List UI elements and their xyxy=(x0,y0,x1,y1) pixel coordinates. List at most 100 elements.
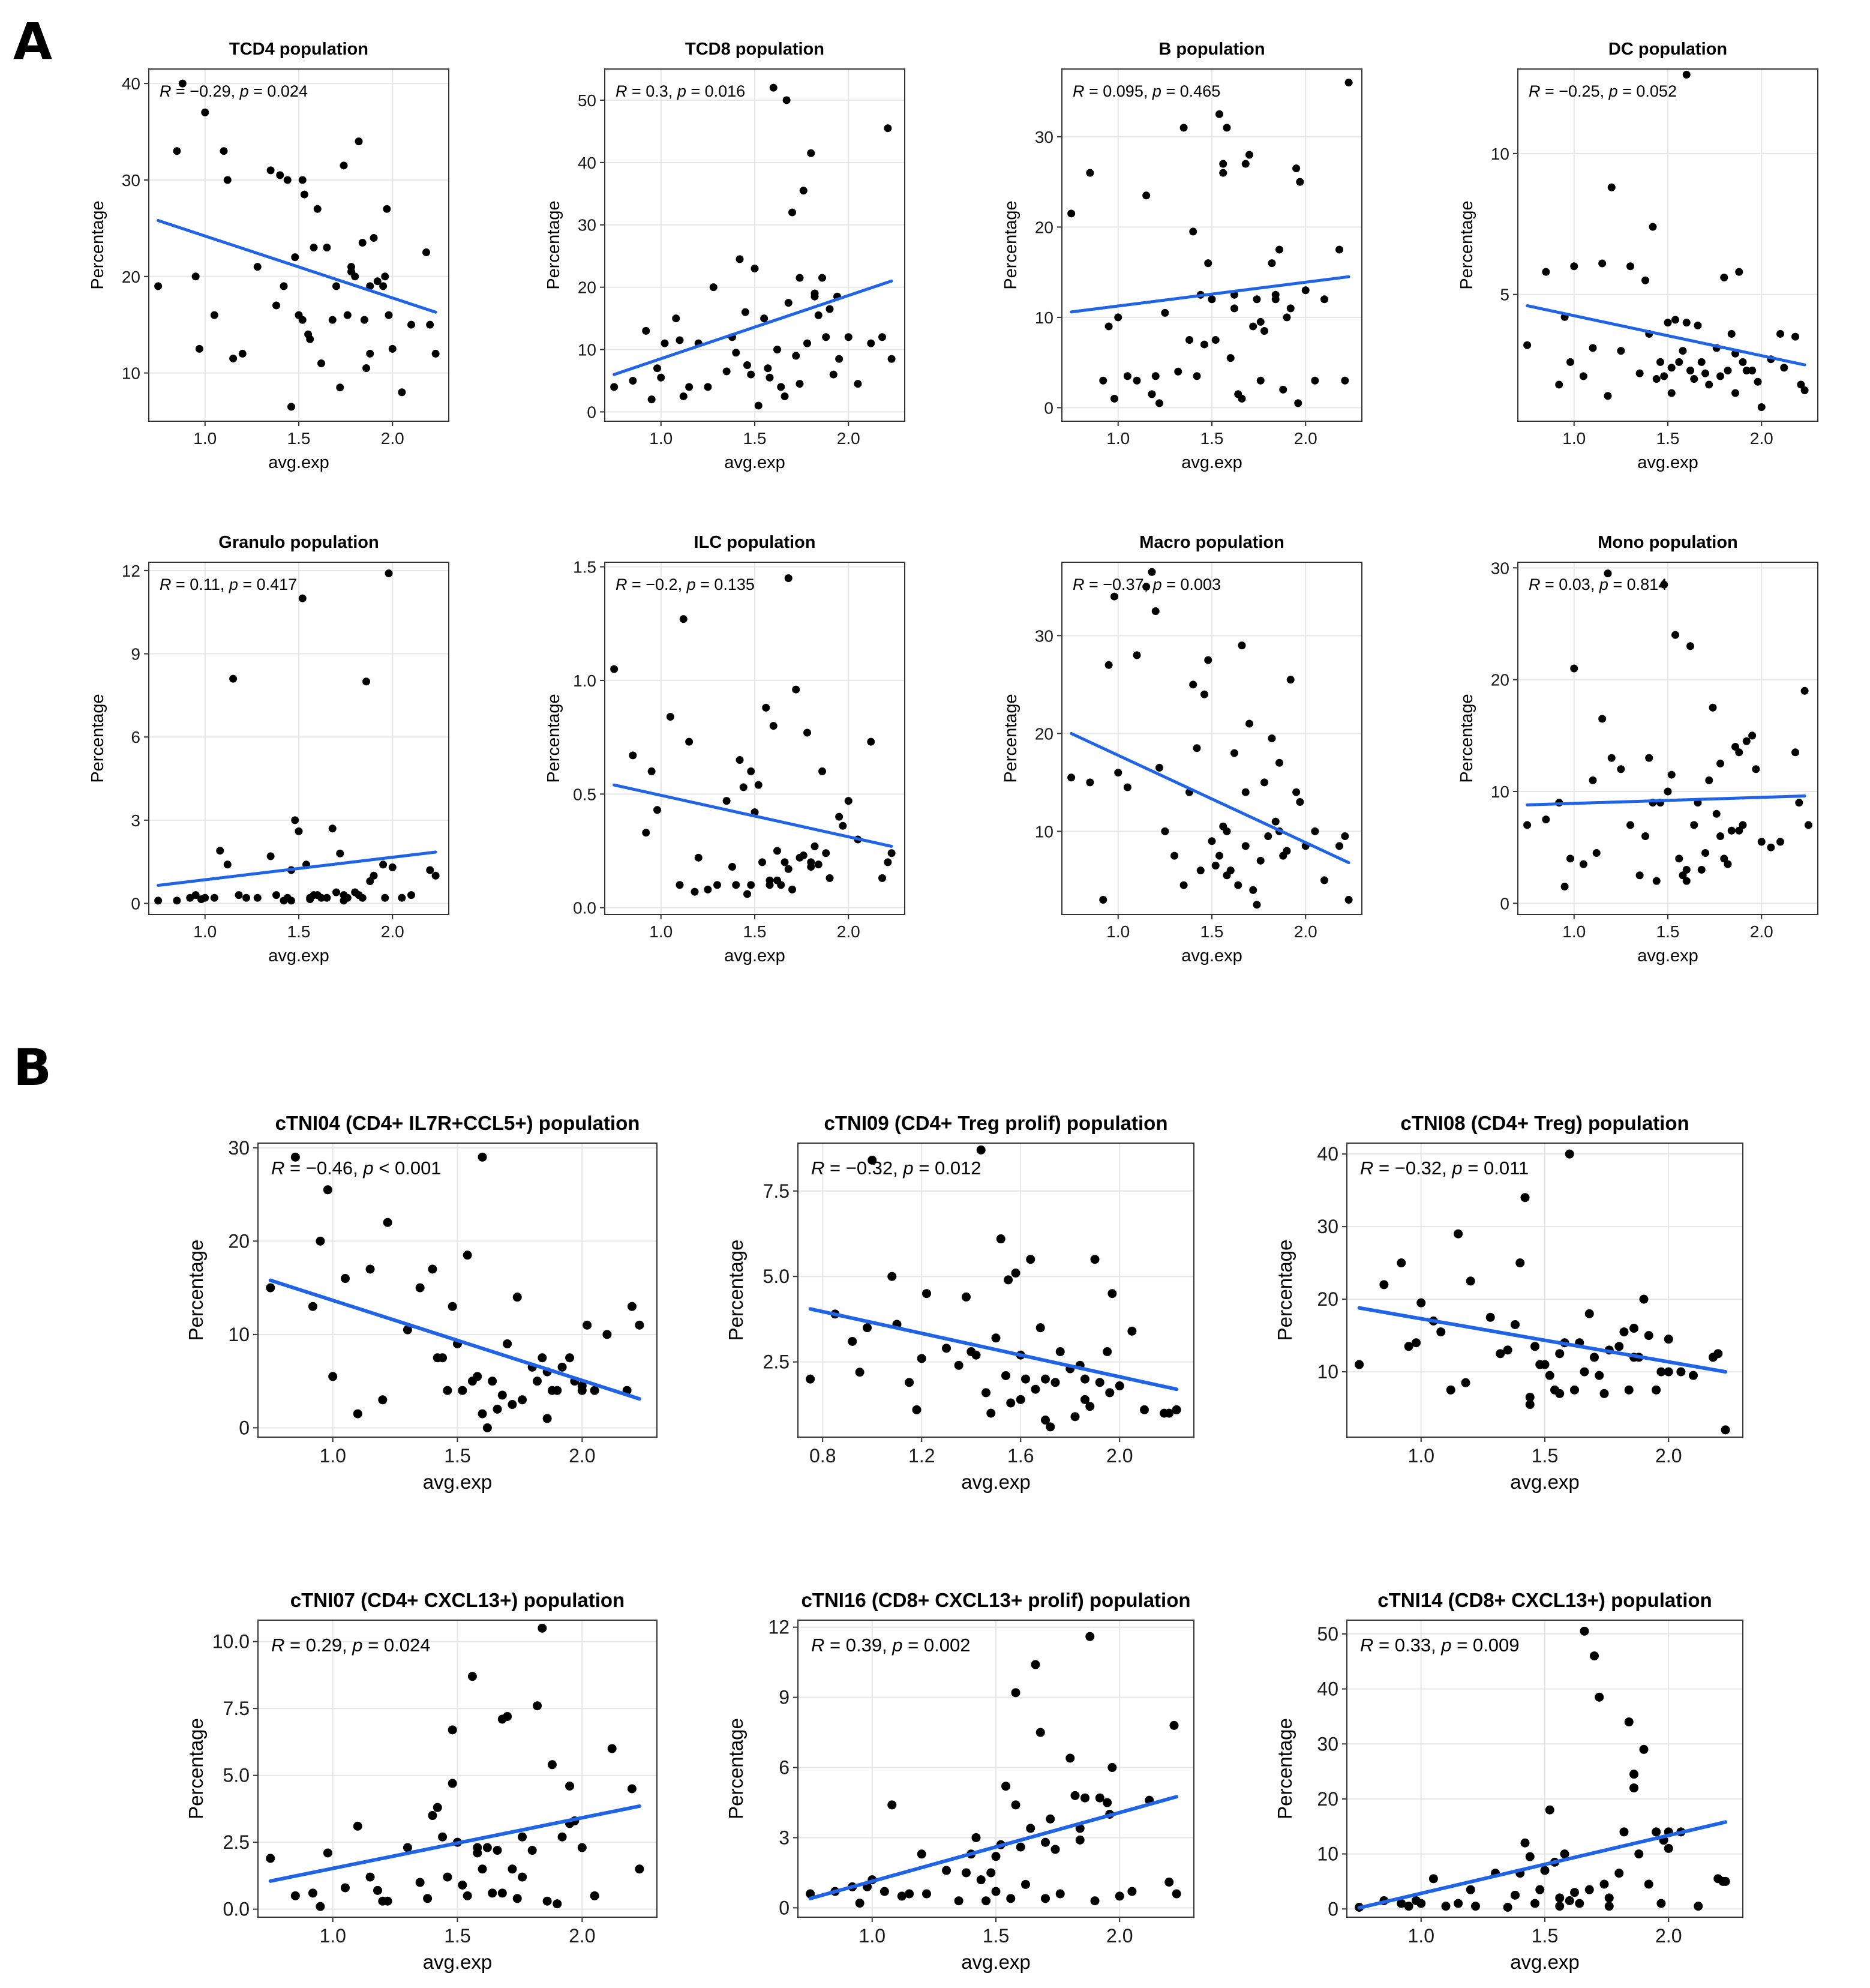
chart-title: Mono population xyxy=(1598,533,1738,552)
x-tick-label: 1.5 xyxy=(1200,922,1224,941)
data-point xyxy=(533,1701,542,1711)
data-point xyxy=(1344,79,1353,87)
data-point xyxy=(431,871,440,880)
x-axis-label: avg.exp xyxy=(724,453,785,472)
data-point xyxy=(1260,778,1268,787)
data-point xyxy=(747,767,755,775)
annotation-part: R xyxy=(1073,575,1085,593)
data-point xyxy=(355,137,363,146)
data-point xyxy=(1667,770,1676,779)
data-point xyxy=(1604,1893,1614,1903)
data-point xyxy=(512,1293,522,1302)
data-point xyxy=(423,1894,433,1903)
annotation-part: R xyxy=(1529,575,1541,593)
x-tick-label: 2.0 xyxy=(1294,922,1317,941)
y-tick-label: 6 xyxy=(779,1757,790,1779)
data-point xyxy=(722,367,731,376)
data-point xyxy=(328,316,337,324)
annotation-part: = −0.25, xyxy=(1541,82,1609,100)
data-point xyxy=(1296,797,1304,806)
data-point xyxy=(1635,369,1644,377)
x-tick-label: 1.5 xyxy=(743,429,767,448)
annotation-part: = 0.11, xyxy=(172,575,229,593)
data-point xyxy=(1095,1793,1104,1803)
data-point xyxy=(784,865,793,873)
data-point xyxy=(991,1333,1001,1343)
data-point xyxy=(803,339,811,347)
data-point xyxy=(1211,861,1220,869)
data-point xyxy=(642,829,650,837)
chart-b-population: 1.0 1.5 2.0 0 10 20 30 B population avg.exp Perce… xyxy=(1001,40,1362,472)
data-point xyxy=(1686,366,1694,374)
data-point xyxy=(1189,680,1197,689)
data-point xyxy=(1344,896,1353,904)
data-point xyxy=(253,263,262,271)
x-axis-label: avg.exp xyxy=(1637,453,1698,472)
data-point xyxy=(428,1811,437,1821)
data-point xyxy=(1690,375,1698,383)
data-point xyxy=(154,282,163,290)
y-tick-label: 0.0 xyxy=(573,899,596,917)
data-point xyxy=(323,1185,332,1195)
data-point xyxy=(1080,1793,1089,1803)
data-point xyxy=(1226,866,1235,875)
data-point xyxy=(178,79,187,88)
correlation-annotation: R = −0.46, p < 0.001 xyxy=(271,1158,442,1179)
data-point xyxy=(488,1377,497,1386)
y-tick-label: 9 xyxy=(131,645,140,664)
data-point xyxy=(201,893,209,902)
annotation-part: p xyxy=(1152,575,1162,593)
data-point xyxy=(1614,1869,1624,1878)
data-point xyxy=(647,767,656,775)
data-point xyxy=(1716,832,1724,841)
data-point xyxy=(343,311,352,319)
data-point xyxy=(328,824,337,833)
annotation-part: p xyxy=(677,82,686,100)
y-tick-label: 30 xyxy=(1317,1216,1338,1237)
data-point xyxy=(1742,366,1751,374)
data-point xyxy=(488,1888,497,1898)
data-point xyxy=(547,1760,557,1770)
data-point xyxy=(1086,778,1094,787)
data-point xyxy=(685,383,694,391)
data-point xyxy=(1264,832,1272,841)
chart-dc-population: 1.0 1.5 2.0 5 10 DC population avg.exp Percenta… xyxy=(1457,40,1818,472)
data-point xyxy=(657,373,665,382)
data-point xyxy=(458,1386,467,1395)
data-point xyxy=(887,1272,897,1281)
data-point xyxy=(366,877,374,886)
data-point xyxy=(1496,1349,1505,1359)
data-point xyxy=(981,1388,990,1398)
data-point xyxy=(415,1878,425,1887)
data-point xyxy=(1644,1331,1653,1341)
data-point xyxy=(1292,164,1301,173)
data-point xyxy=(290,1152,300,1162)
x-tick-label: 1.0 xyxy=(859,1925,886,1947)
data-point xyxy=(1286,676,1295,684)
data-point xyxy=(777,383,785,391)
data-point xyxy=(1179,124,1188,132)
annotation-part: = 0.814 xyxy=(1608,575,1667,593)
annotation-part: = 0.29, xyxy=(284,1635,352,1656)
x-tick-label: 2.0 xyxy=(1655,1925,1682,1947)
data-point xyxy=(1085,1632,1095,1641)
regression-line xyxy=(1070,731,1350,865)
data-point xyxy=(229,674,238,683)
x-axis-label: avg.exp xyxy=(423,1471,493,1493)
data-point xyxy=(1080,1395,1089,1404)
data-point xyxy=(1580,1367,1589,1377)
plot-border xyxy=(797,1143,1194,1438)
data-point xyxy=(1804,821,1812,829)
data-point xyxy=(308,1302,317,1311)
y-tick-label: 30 xyxy=(228,1137,250,1159)
data-point xyxy=(766,373,774,382)
data-point xyxy=(627,1784,637,1794)
data-point xyxy=(1208,837,1216,845)
regression-line xyxy=(1526,304,1806,367)
data-point xyxy=(1219,160,1227,168)
data-point xyxy=(1604,1902,1614,1911)
annotation-part: p xyxy=(362,1158,373,1179)
annotation-part: p xyxy=(239,82,249,100)
data-point xyxy=(1523,821,1532,829)
data-point xyxy=(458,1880,467,1890)
